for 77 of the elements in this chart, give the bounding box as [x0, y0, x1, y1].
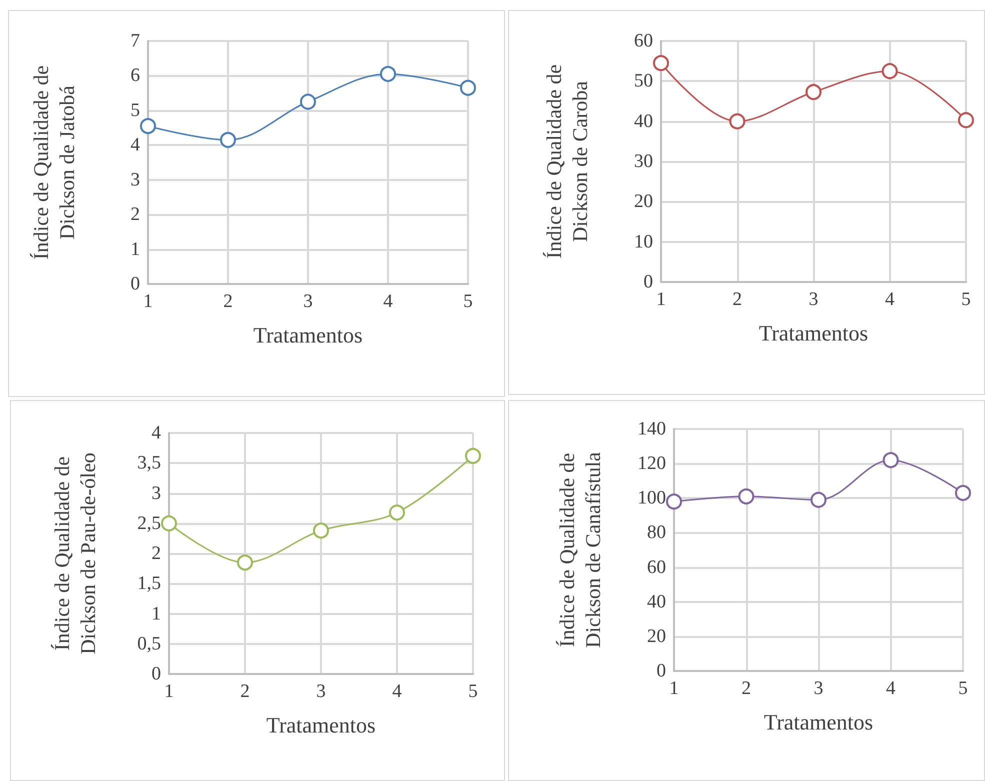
x-tick-label: 2: [240, 681, 250, 702]
x-axis-title: Tratamentos: [253, 322, 363, 348]
point: [460, 80, 476, 96]
point: [140, 118, 156, 134]
y-tick-label: 80: [647, 522, 666, 544]
point: [729, 113, 746, 130]
x-tick-label: 1: [669, 678, 679, 699]
y-tick-label: 0,5: [137, 633, 161, 654]
y-tick-label: 6: [130, 65, 140, 86]
x-tick-label: 5: [958, 678, 968, 699]
y-tick-label: 3: [130, 169, 140, 190]
point: [666, 494, 682, 510]
y-tick-label: 3: [152, 482, 161, 504]
point: [882, 452, 899, 468]
point: [300, 94, 316, 110]
point: [882, 63, 898, 80]
y-axis-title: Índice de Qualidade de Dickson de Pau-de-óleo: [50, 452, 100, 654]
x-axis-title: Tratamentos: [758, 320, 868, 346]
y-tick-label: 140: [638, 418, 666, 440]
point: [810, 492, 826, 508]
x-tick-label: 2: [742, 678, 751, 699]
x-tick-label: 3: [303, 291, 313, 312]
point: [220, 132, 236, 148]
y-tick-label: 2,5: [137, 512, 161, 534]
x-tick-label: 4: [392, 681, 402, 702]
y-tick-label: 4: [130, 134, 140, 156]
x-tick-label: 4: [885, 289, 895, 310]
x-tick-label: 2: [223, 291, 233, 312]
point: [958, 112, 974, 128]
x-tick-label: 3: [808, 289, 818, 310]
x-tick-label: 5: [961, 289, 971, 310]
x-axis-title: Tratamentos: [764, 710, 874, 734]
y-tick-label: 5: [130, 100, 140, 121]
x-tick-label: 3: [316, 681, 326, 702]
point: [738, 488, 754, 504]
point: [653, 55, 669, 72]
point: [237, 554, 253, 571]
y-axis-title: Índice de Qualidade de Dickson de Canafístula: [555, 451, 605, 648]
y-tick-label: 100: [638, 488, 666, 509]
y-tick-label: 50: [634, 70, 653, 92]
y-tick-label: 40: [647, 591, 666, 612]
x-tick-label: 4: [383, 291, 394, 312]
point: [161, 515, 177, 532]
y-tick-label: 3,5: [137, 452, 161, 474]
x-tick-label: 2: [732, 289, 742, 310]
y-tick-label: 60: [647, 556, 666, 578]
y-tick-label: 30: [634, 151, 653, 172]
y-tick-label: 2: [152, 543, 161, 564]
y-tick-label: 20: [634, 191, 653, 212]
y-tick-label: 7: [130, 30, 140, 52]
y-tick-label: 1: [130, 238, 140, 260]
point: [955, 484, 971, 501]
point: [313, 522, 329, 539]
y-tick-label: 0: [656, 660, 666, 682]
y-axis-title: Índice de Qualidade de Dickson de Jatobá: [29, 65, 79, 260]
y-tick-label: 0: [130, 274, 140, 294]
y-axis-title: Índice de Qualidade de Dickson de Caroba: [542, 64, 592, 259]
x-tick-label: 5: [468, 681, 478, 702]
y-tick-label: 10: [634, 231, 653, 252]
y-tick-label: 4: [152, 422, 162, 444]
x-tick-label: 3: [814, 678, 824, 699]
y-tick-label: 40: [634, 110, 653, 132]
y-tick-label: 1,5: [137, 573, 161, 594]
point: [806, 84, 822, 100]
point: [389, 504, 405, 521]
y-tick-label: 120: [638, 453, 666, 474]
y-tick-label: 1: [152, 603, 161, 624]
x-tick-label: 5: [463, 291, 473, 312]
y-tick-label: 0: [644, 272, 653, 292]
point: [380, 66, 396, 82]
point: [465, 448, 481, 464]
x-axis-title: Tratamentos: [266, 712, 376, 738]
y-tick-label: 20: [647, 626, 666, 647]
y-tick-label: 60: [634, 30, 653, 52]
y-tick-label: 2: [130, 204, 140, 226]
y-tick-label: 0: [152, 664, 161, 684]
x-tick-label: 4: [886, 678, 896, 699]
